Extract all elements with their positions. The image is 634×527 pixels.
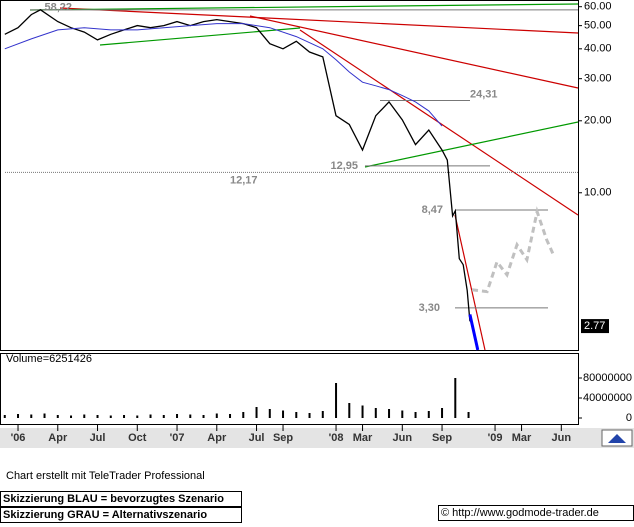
level-label: 12,17 bbox=[230, 174, 258, 186]
volume-bar bbox=[202, 415, 205, 418]
y-tick-label: 30.00 bbox=[584, 73, 612, 85]
volume-bar bbox=[242, 412, 245, 418]
logo-icon bbox=[608, 434, 626, 443]
price-panel bbox=[0, 0, 579, 351]
volume-bar bbox=[401, 410, 404, 418]
volume-bar bbox=[215, 413, 218, 418]
legend-blue: Skizzierung BLAU = bevorzugtes Szenario bbox=[0, 491, 242, 507]
x-axis-band bbox=[0, 428, 634, 448]
y-tick-label: 60.00 bbox=[584, 1, 612, 13]
x-tick-label: Jun bbox=[393, 432, 413, 444]
volume-bar bbox=[70, 415, 73, 418]
trend-line bbox=[364, 121, 579, 168]
volume-bar bbox=[136, 415, 139, 418]
volume-bar bbox=[361, 405, 364, 418]
volume-bar bbox=[321, 411, 324, 418]
volume-bar bbox=[414, 412, 417, 418]
url-icon: © bbox=[441, 507, 453, 519]
volume-bar bbox=[83, 414, 86, 418]
y-tick-label: 10.00 bbox=[584, 187, 612, 199]
level-label: 12,95 bbox=[330, 160, 358, 172]
x-tick-label: Oct bbox=[128, 432, 147, 444]
volume-bar bbox=[229, 414, 232, 418]
volume-bar bbox=[56, 415, 59, 418]
volume-bar bbox=[109, 415, 112, 418]
volume-bar bbox=[30, 414, 33, 418]
volume-bar bbox=[388, 409, 391, 418]
volume-bar bbox=[123, 415, 126, 418]
x-tick-label: Sep bbox=[273, 432, 293, 444]
volume-bar bbox=[17, 414, 20, 418]
credit: Chart erstellt mit TeleTrader Profession… bbox=[6, 470, 205, 482]
volume-panel bbox=[0, 353, 579, 425]
volume-bar bbox=[149, 414, 152, 418]
x-tick-label: Apr bbox=[207, 432, 227, 444]
volume-bar bbox=[454, 378, 457, 418]
x-tick-label: '07 bbox=[170, 432, 185, 444]
x-tick-label: Mar bbox=[353, 432, 373, 444]
volume-bar bbox=[96, 415, 99, 418]
y-tick-label: 50.00 bbox=[584, 20, 612, 32]
volume-bar bbox=[348, 403, 351, 418]
x-tick-label: '06 bbox=[11, 432, 26, 444]
volume-bar bbox=[189, 414, 192, 418]
volume-bar bbox=[308, 413, 311, 418]
x-tick-label: Jul bbox=[249, 432, 265, 444]
level-label: 8,47 bbox=[422, 204, 443, 216]
trend-line bbox=[29, 3, 579, 11]
price-line bbox=[468, 314, 480, 351]
chart: Volume=6251426 60.00 50.00 40.00 30.00 20.00… bbox=[0, 0, 634, 448]
y-tick-label: 40.00 bbox=[584, 43, 612, 55]
source-url[interactable]: © http://www.godmode-trader.de bbox=[438, 505, 634, 521]
level-label: 58,22 bbox=[44, 2, 72, 14]
volume-bar bbox=[162, 415, 165, 418]
volume-bar bbox=[255, 407, 258, 418]
level-label: 24,31 bbox=[470, 88, 498, 100]
y-tick-label: 80000000 bbox=[583, 372, 632, 384]
last-value-label: 2.77 bbox=[584, 320, 605, 332]
price-line bbox=[471, 206, 555, 294]
y-tick-label: 40000000 bbox=[583, 392, 632, 404]
level-label: 3,30 bbox=[419, 302, 440, 314]
volume-bar bbox=[374, 408, 377, 418]
y-tick-label: 20.00 bbox=[584, 115, 612, 127]
volume-bar bbox=[282, 410, 285, 418]
x-tick-label: Apr bbox=[48, 432, 68, 444]
url-text: http://www.godmode-trader.de bbox=[452, 507, 599, 519]
price-line bbox=[4, 9, 471, 322]
legend-grey: Skizzierung GRAU = Alternativszenario bbox=[0, 507, 242, 523]
volume-bar bbox=[467, 412, 470, 418]
trend-line bbox=[454, 214, 486, 351]
x-tick-label: Mar bbox=[512, 432, 532, 444]
volume-bar bbox=[43, 413, 46, 418]
volume-bar bbox=[295, 412, 298, 418]
last-value-box bbox=[581, 319, 609, 334]
volume-bar bbox=[335, 383, 338, 418]
volume-bar bbox=[176, 414, 179, 418]
x-tick-label: '09 bbox=[488, 432, 503, 444]
volume-bar bbox=[3, 415, 6, 418]
volume-bar bbox=[441, 408, 444, 418]
volume-bar bbox=[268, 409, 271, 418]
y-tick-label: 0 bbox=[626, 412, 632, 424]
x-tick-label: '08 bbox=[329, 432, 344, 444]
x-tick-label: Sep bbox=[432, 432, 452, 444]
volume-title: Volume=6251426 bbox=[6, 353, 92, 365]
volume-bar bbox=[427, 411, 430, 418]
trend-line bbox=[99, 27, 301, 46]
price-line bbox=[4, 23, 443, 127]
trend-line bbox=[249, 15, 579, 89]
x-tick-label: Jul bbox=[90, 432, 106, 444]
x-tick-label: Jun bbox=[552, 432, 572, 444]
trend-line bbox=[59, 7, 579, 34]
